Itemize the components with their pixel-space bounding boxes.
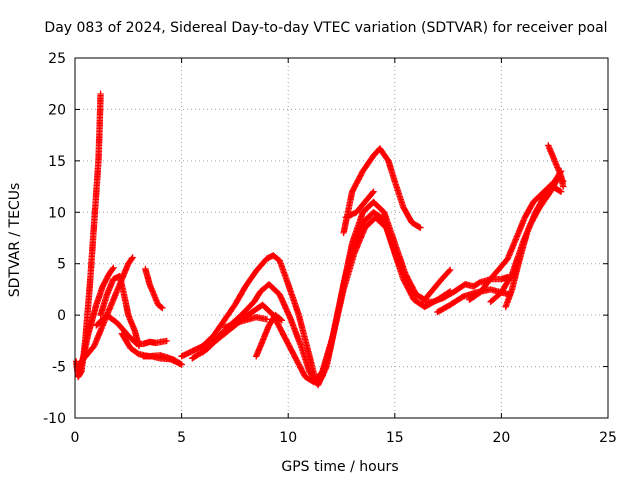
- y-tick-label: -10: [43, 411, 66, 427]
- series-arc-5: [93, 311, 170, 348]
- series-arc-12: [221, 314, 271, 331]
- x-tick-label: 20: [492, 430, 510, 446]
- data-point-markers: [502, 183, 565, 311]
- y-tick-label: 15: [48, 154, 66, 170]
- series-arc-8: [140, 353, 185, 368]
- y-tick-label: -5: [52, 360, 66, 376]
- x-tick-label: 10: [279, 430, 297, 446]
- series-arc-15: [342, 188, 377, 221]
- axis-ticks: 0 5 10 15 20 25 -10 -5 0 5 10 15 20 25: [43, 51, 617, 446]
- x-axis-label: GPS time / hours: [281, 459, 398, 475]
- series-arc-21: [545, 142, 567, 190]
- x-tick-label: 15: [386, 430, 404, 446]
- y-tick-label: 25: [48, 51, 66, 67]
- y-tick-label: 10: [48, 205, 66, 221]
- data-point-markers: [253, 311, 285, 360]
- data-point-markers: [142, 265, 166, 312]
- y-tick-label: 0: [57, 308, 66, 324]
- grid-lines: [75, 58, 608, 418]
- data-points: [72, 90, 567, 389]
- series-arc-10: [189, 209, 454, 389]
- series-arc-14: [340, 145, 424, 237]
- series-arc-20: [502, 183, 565, 311]
- data-point-markers: [93, 311, 170, 348]
- chart-title: Day 083 of 2024, Sidereal Day-to-day VTE…: [44, 20, 607, 36]
- series-arc-13: [253, 311, 285, 360]
- series-arc-4: [97, 272, 143, 350]
- y-tick-label: 5: [57, 257, 66, 273]
- plot-frame: [74, 57, 609, 419]
- series-arc-7: [142, 265, 166, 312]
- data-point-markers: [221, 314, 271, 331]
- data-point-markers: [545, 142, 567, 190]
- data-point-markers: [140, 353, 185, 368]
- x-tick-label: 25: [599, 430, 617, 446]
- data-point-markers: [466, 167, 565, 303]
- x-tick-label: 0: [71, 430, 80, 446]
- data-point-markers: [189, 209, 454, 389]
- y-tick-label: 20: [48, 102, 66, 118]
- data-point-markers: [340, 145, 424, 237]
- y-axis-label: SDTVAR / TECUs: [7, 183, 23, 298]
- series-arc-18: [466, 167, 565, 303]
- data-point-markers: [97, 272, 143, 350]
- x-tick-label: 5: [177, 430, 186, 446]
- data-point-markers: [342, 188, 377, 221]
